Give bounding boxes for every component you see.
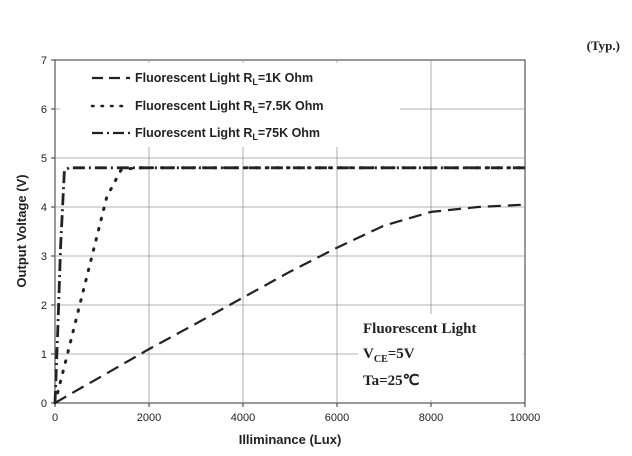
legend: Fluorescent Light RL=1K Ohm Fluorescent … [60,63,400,147]
y-tick-label: 6 [41,104,47,116]
y-tick-label: 7 [41,55,47,67]
conditions-note: Fluorescent Light VCE=5V Ta=25℃ [358,314,523,400]
series-line-dashdot [53,166,525,404]
note-line-3: Ta=25℃ [363,373,420,389]
axis-ticks: 0 2000 4000 6000 8000 10000 0 1 2 3 4 5 6 7 [41,55,540,424]
series-line-dotted [53,166,527,405]
x-tick-label: 0 [52,412,58,424]
typ-label: (Typ.) [587,38,620,53]
y-tick-label: 5 [41,153,47,165]
x-axis-title: Illiminance (Lux) [239,432,342,447]
series-line-dashed [54,203,526,404]
legend-label-75k: Fluorescent Light RL=75K Ohm [135,126,320,142]
series-group [53,166,527,405]
x-tick-label: 2000 [137,412,161,424]
x-tick-label: 8000 [419,412,443,424]
note-box [358,314,523,400]
x-tick-label: 10000 [510,412,541,424]
y-tick-label: 3 [41,251,47,263]
legend-label-7-5k: Fluorescent Light RL=7.5K Ohm [135,99,324,115]
y-tick-label: 2 [41,300,47,312]
y-tick-label: 0 [41,398,47,410]
legend-label-1k: Fluorescent Light RL=1K Ohm [135,71,313,87]
y-axis-title: Output Voltage (V) [14,174,29,287]
note-line-1: Fluorescent Light [363,321,476,337]
plot-frame [54,59,526,404]
x-tick-label: 4000 [231,412,255,424]
y-tick-label: 4 [41,202,47,214]
x-tick-label: 6000 [325,412,349,424]
y-tick-label: 1 [41,349,47,361]
note-line-2: VCE=5V [363,346,415,365]
